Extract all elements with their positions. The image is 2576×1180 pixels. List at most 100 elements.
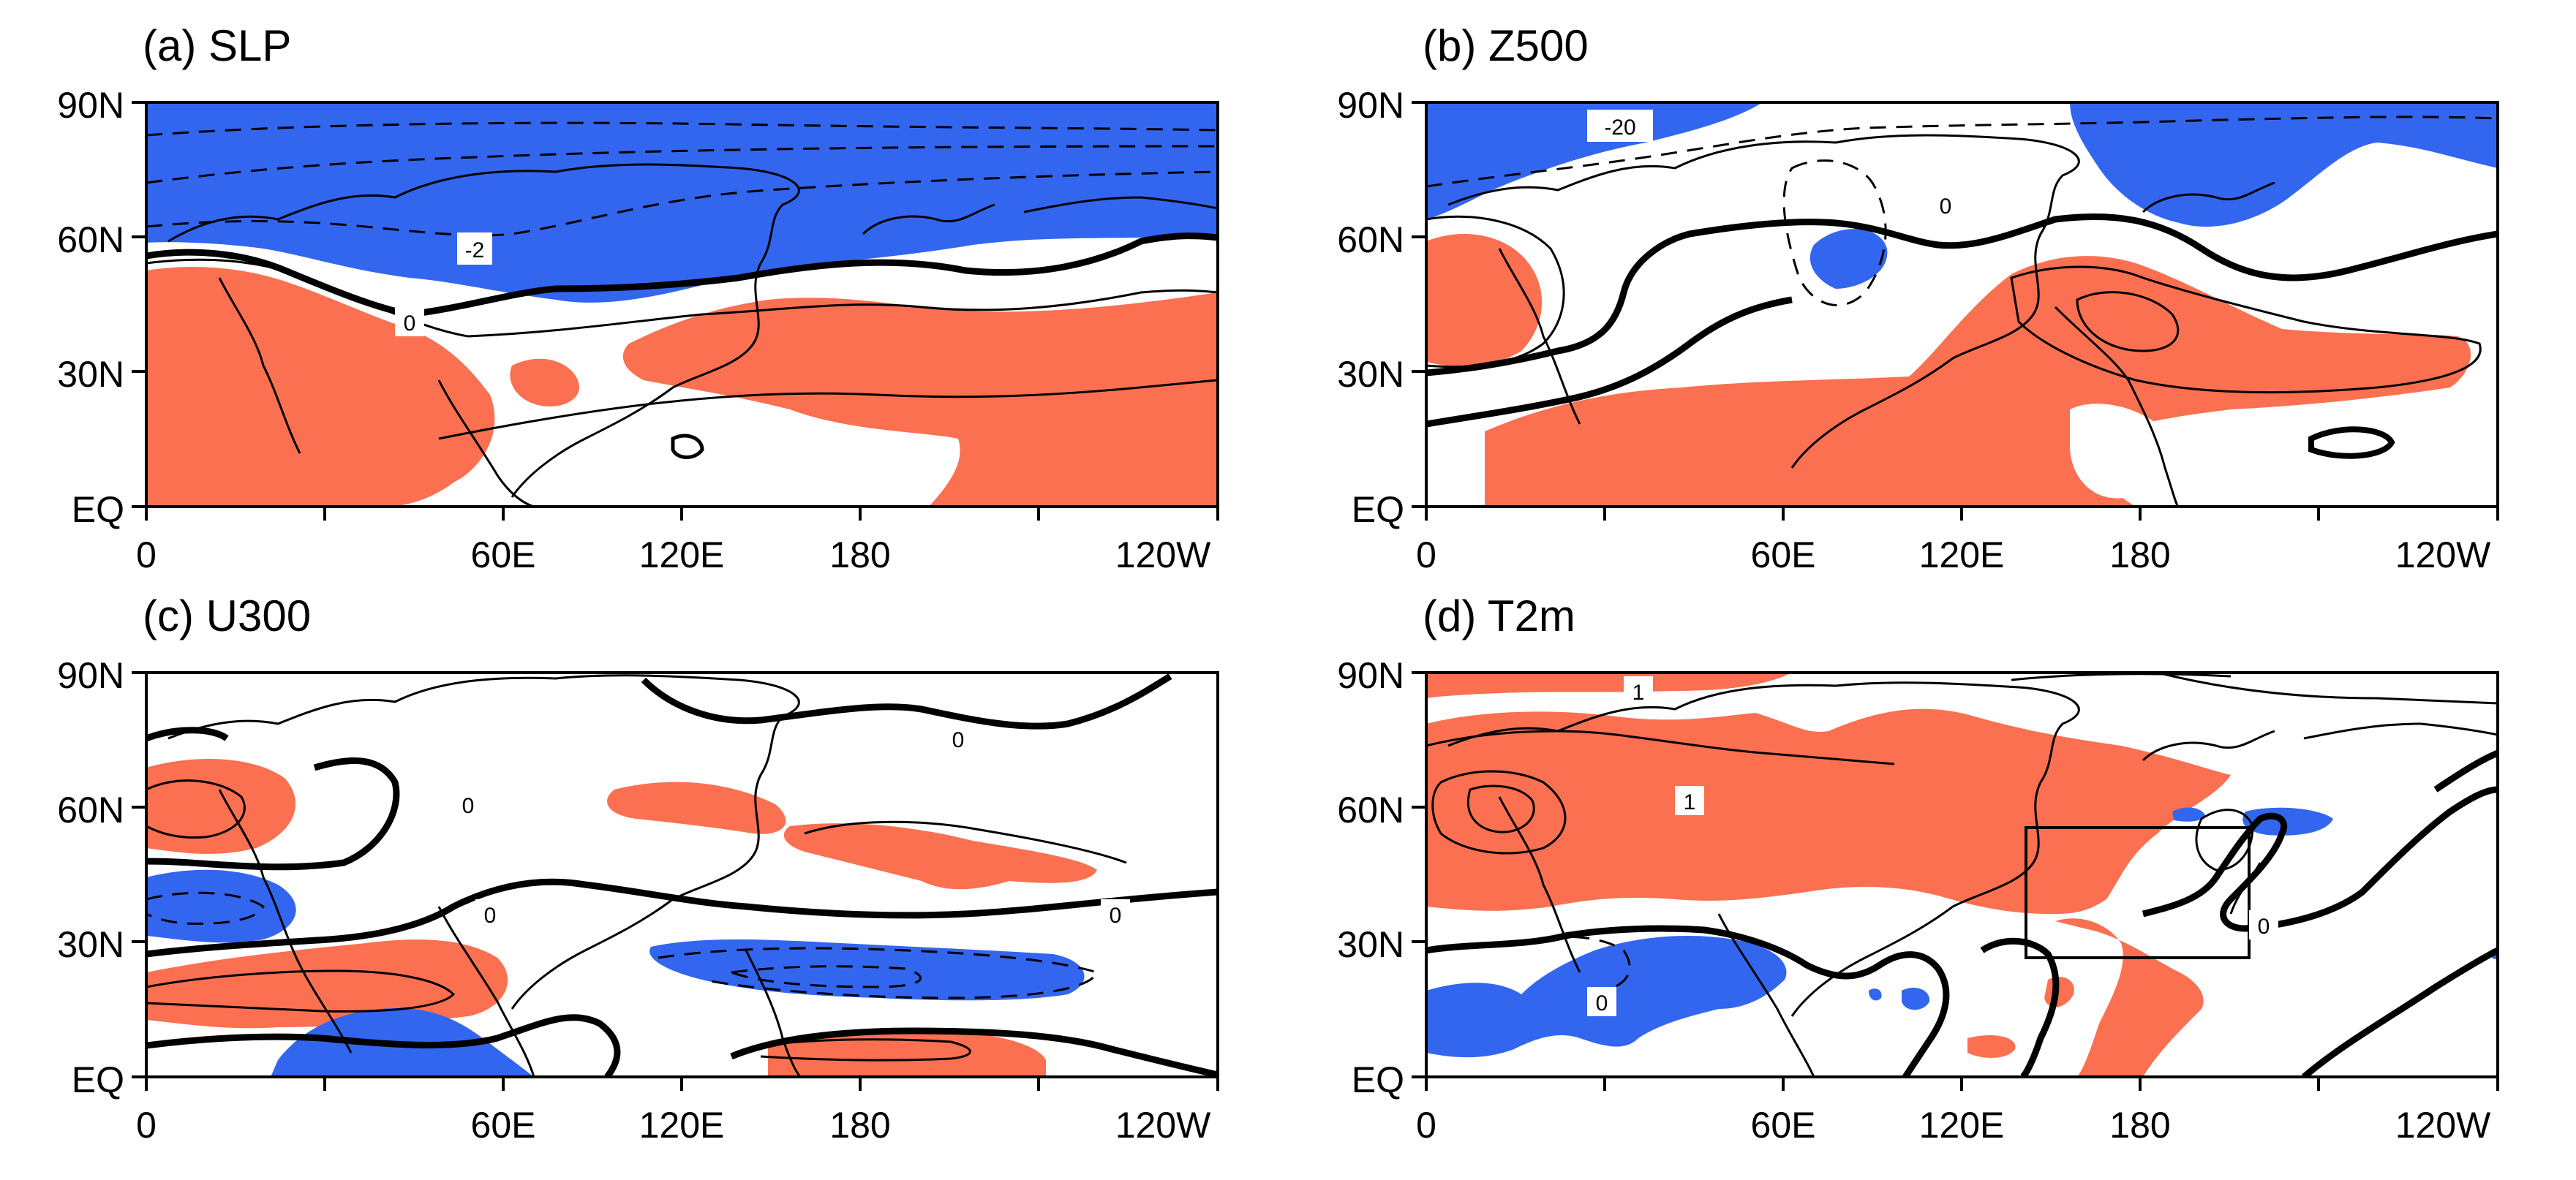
positive-anomaly-region bbox=[1967, 1035, 2016, 1058]
contour-zero bbox=[2302, 947, 2498, 1077]
positive-anomaly-region bbox=[1426, 234, 1543, 367]
lat-tick-label: 30N bbox=[57, 924, 124, 965]
lat-tick-label: EQ bbox=[1351, 1059, 1404, 1100]
contour-label-box: 1 bbox=[1675, 786, 1704, 815]
map-svg: 1 1 0 0 bbox=[1412, 671, 2499, 1091]
positive-anomaly-region bbox=[2044, 977, 2074, 1007]
contour-zero bbox=[2142, 786, 2498, 932]
contour-dashed bbox=[731, 965, 922, 988]
coastline bbox=[167, 674, 800, 1010]
contour-label-box: 0 bbox=[944, 724, 973, 753]
contour-zero bbox=[146, 878, 1218, 958]
contour-line bbox=[2011, 673, 2232, 681]
lon-tick-label: 120W bbox=[1115, 1105, 1211, 1146]
positive-anomaly-region bbox=[146, 759, 296, 854]
coastline bbox=[2142, 730, 2275, 762]
contour-label: 0 bbox=[2258, 915, 2270, 939]
lat-tick-label: 60N bbox=[1337, 790, 1404, 831]
lat-tick-label: 30N bbox=[1337, 354, 1404, 395]
contour-dashed bbox=[658, 947, 1099, 999]
lat-tick-label: EQ bbox=[1351, 489, 1404, 530]
contour-zero bbox=[146, 232, 1218, 318]
contour-line bbox=[2229, 862, 2261, 915]
contour-line bbox=[2157, 673, 2498, 705]
lon-tick-label: 0 bbox=[136, 1105, 157, 1146]
lon-tick-label: 0 bbox=[136, 534, 157, 575]
negative-anomaly-region bbox=[649, 939, 1085, 1001]
lat-tick-label: 60N bbox=[57, 219, 124, 260]
contour-line bbox=[1426, 730, 1895, 765]
negative-anomaly-region bbox=[146, 102, 1218, 303]
positive-anomaly-region bbox=[146, 267, 495, 507]
negative-anomaly-region bbox=[1869, 988, 1882, 1001]
contour-zero bbox=[2433, 749, 2498, 793]
positive-anomaly-region bbox=[768, 1029, 1046, 1077]
lon-tick-label: 0 bbox=[1416, 534, 1436, 575]
positive-anomaly-region bbox=[622, 292, 1218, 507]
negative-anomaly-region bbox=[1902, 987, 1930, 1010]
contour-label: -20 bbox=[1604, 116, 1635, 140]
contour-line bbox=[1426, 215, 1565, 368]
lon-tick-label: 120W bbox=[2395, 534, 2491, 575]
lat-tick-label: 60N bbox=[57, 790, 124, 831]
contour-label-box: 0 bbox=[395, 307, 424, 336]
contour-line bbox=[804, 820, 1127, 864]
contour-label: 1 bbox=[1684, 790, 1696, 814]
contour-label-box: 0 bbox=[2249, 910, 2278, 939]
panel-b-z500: (b) Z500 bbox=[1280, 0, 2523, 575]
contour-zero bbox=[730, 1027, 1218, 1077]
coastline bbox=[2054, 306, 2180, 507]
coastline bbox=[2303, 722, 2498, 740]
lon-tick-label: 60E bbox=[1750, 1105, 1816, 1146]
coastline bbox=[437, 906, 535, 1077]
positive-anomaly-region bbox=[146, 939, 508, 1029]
lon-tick-label: 60E bbox=[470, 1105, 536, 1146]
positive-anomaly-region bbox=[1485, 256, 2471, 507]
positive-anomaly-region bbox=[1426, 708, 2231, 914]
lon-tick-label: 60E bbox=[470, 534, 536, 575]
panel-title: (d) T2m bbox=[1423, 591, 1575, 640]
coastline bbox=[1717, 913, 1815, 1077]
contour-label-box: 0 bbox=[1587, 987, 1616, 1016]
lon-tick-label: 120W bbox=[1115, 534, 1211, 575]
lon-tick-label: 180 bbox=[2109, 1105, 2171, 1146]
contour-label: -2 bbox=[465, 238, 485, 262]
contour-dashed bbox=[1426, 116, 2498, 188]
coastline bbox=[218, 277, 301, 454]
contour-dashed bbox=[146, 891, 265, 925]
negative-anomaly-region bbox=[2172, 807, 2205, 822]
lat-tick-label: 60N bbox=[1337, 219, 1404, 260]
negative-anomaly-region bbox=[146, 869, 296, 943]
coastline bbox=[1498, 796, 1581, 973]
contour-zero bbox=[146, 757, 400, 871]
lon-tick-label: 180 bbox=[829, 534, 891, 575]
lat-tick-label: 30N bbox=[1337, 924, 1404, 965]
white-gap bbox=[2070, 404, 2174, 499]
lon-tick-label: 120E bbox=[639, 1105, 725, 1146]
lat-tick-label: 90N bbox=[57, 85, 124, 126]
contour-label: 0 bbox=[484, 904, 497, 928]
positive-anomaly-region bbox=[783, 823, 1097, 890]
contour-label-box: -2 bbox=[457, 232, 492, 265]
panel-title: (c) U300 bbox=[143, 591, 312, 640]
coastline bbox=[745, 950, 802, 1077]
lon-tick-label: 180 bbox=[2109, 534, 2171, 575]
contour-label-box: 0 bbox=[1101, 899, 1130, 929]
contour-line bbox=[438, 379, 1218, 440]
contour-label: 0 bbox=[404, 311, 416, 336]
map-svg: -20 0 bbox=[1412, 101, 2499, 521]
negative-anomaly-region bbox=[1809, 229, 1888, 289]
coastline bbox=[167, 163, 800, 498]
negative-anomaly-region bbox=[1426, 102, 1763, 219]
lat-tick-label: 90N bbox=[1337, 655, 1404, 696]
contour-label: 0 bbox=[1110, 904, 1122, 928]
contour-dashed bbox=[146, 170, 1218, 237]
coastline bbox=[862, 203, 995, 235]
contour-label: 0 bbox=[462, 794, 475, 818]
lon-tick-label: 120E bbox=[639, 534, 725, 575]
negative-anomaly-region bbox=[2070, 102, 2498, 227]
contour-zero bbox=[1426, 213, 2498, 377]
contour-label-box: 0 bbox=[475, 899, 505, 929]
positive-anomaly-region bbox=[2055, 918, 2204, 1077]
contour-dashed bbox=[1521, 935, 1631, 992]
